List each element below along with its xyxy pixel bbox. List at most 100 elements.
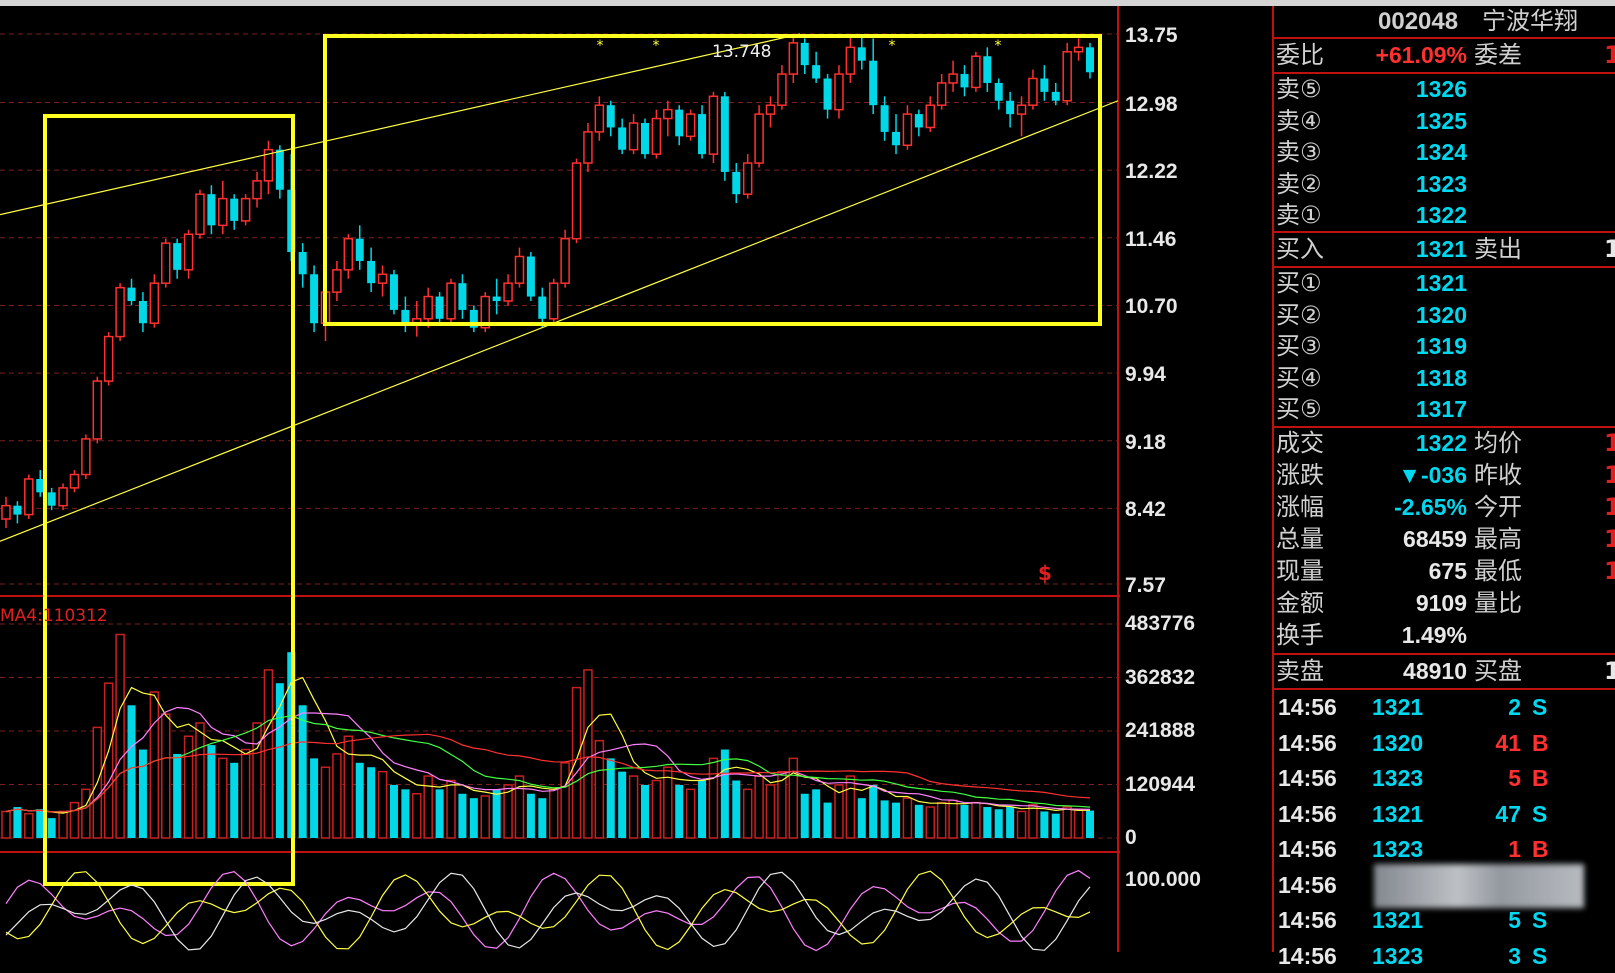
candle-body (869, 60, 878, 106)
volume-bar (332, 753, 342, 839)
candle-body (948, 73, 958, 84)
stock-name: 宁波华翔 (1482, 7, 1578, 35)
candle-body (606, 105, 615, 128)
volume-bar (685, 788, 696, 839)
candle-body (69, 473, 80, 489)
candle-body (503, 282, 513, 302)
tick-volume: 41 (1495, 729, 1521, 756)
indicator-line (5, 871, 1091, 951)
candle-body (1, 504, 11, 520)
volume-bar (1006, 807, 1015, 838)
ask-level-row-value: 1326 (1415, 76, 1467, 102)
stat-row-value2: 1 (1604, 429, 1615, 457)
candle-body (675, 109, 684, 137)
price-axis-label: 10.70 (1125, 295, 1178, 319)
candle-body (115, 286, 125, 338)
stat-row-value2: 1 (1604, 493, 1615, 521)
volume-bar (367, 767, 376, 838)
star-marker: * (653, 38, 660, 54)
separator (1274, 688, 1615, 690)
ask-level-row: 卖② 1323 (1274, 169, 1615, 200)
star-marker: * (889, 38, 896, 54)
candle-body (971, 55, 981, 89)
volume-bar (412, 793, 422, 839)
volume-bar (1040, 811, 1049, 838)
stat-row-label2: 昨收 (1474, 461, 1522, 489)
bid-level-row-label: 买② (1276, 300, 1322, 329)
stock-code: 002048 (1378, 8, 1459, 35)
candle-body (446, 282, 456, 320)
stat-row: 现量 675 最低 1 (1274, 556, 1615, 587)
candle-body (560, 237, 570, 284)
bid-level-row-label: 买① (1276, 269, 1322, 297)
volume-bar (971, 801, 981, 839)
price-axis-label: 12.98 (1125, 92, 1178, 116)
volume-bar (1073, 808, 1084, 839)
tick-time: 14:56 (1278, 836, 1337, 862)
candle-body (423, 295, 433, 320)
volume-bar (560, 762, 570, 839)
candle-body (173, 243, 182, 270)
candle-body (742, 162, 753, 195)
ask-level-row-label: 卖① (1276, 201, 1322, 229)
candle-body (685, 113, 696, 138)
candle-body (640, 122, 649, 155)
volume-bar (732, 780, 741, 838)
candle-body (298, 252, 307, 275)
tick-side: S (1532, 694, 1548, 720)
volume-bar (377, 770, 388, 839)
candle-body (594, 104, 605, 133)
tick-volume: 47 (1495, 800, 1521, 827)
candle-body (925, 104, 936, 129)
volume-bar (207, 745, 216, 838)
volume-bar (458, 793, 467, 838)
buy-disk-value: 19 (1604, 657, 1615, 685)
volume-bar (823, 802, 832, 838)
stat-row-value: 675 (1428, 558, 1467, 584)
volume-bar (355, 762, 364, 838)
candle-body (1051, 91, 1060, 101)
sell-out-label: 卖出 (1474, 235, 1522, 263)
volume-bar (869, 784, 878, 838)
price-axis-label: 7.57 (1125, 574, 1166, 597)
volume-bar (812, 789, 821, 838)
volume-bar (138, 749, 147, 838)
volume-bar (606, 758, 615, 838)
candle-body (183, 233, 194, 271)
volume-bar (503, 784, 513, 839)
sell-disk-value: 48910 (1403, 658, 1467, 684)
tick-row: 14:56 1323 1 B (1274, 832, 1615, 866)
candle-body (81, 438, 91, 476)
buy-in-row: 买入 1321 卖出 1 (1274, 234, 1615, 265)
ask-level-row-label: 卖③ (1276, 138, 1322, 166)
tick-price: 1323 (1372, 836, 1424, 862)
volume-bar (1086, 810, 1094, 838)
volume-bar (230, 762, 239, 838)
tick-row: 14:56 1320 41 B (1274, 726, 1615, 760)
candle-body (1006, 100, 1015, 115)
tick-side: B (1532, 729, 1549, 756)
price-axis-label: 9.18 (1125, 430, 1166, 454)
stat-row-value: 68459 (1403, 526, 1467, 552)
candle-body (663, 108, 673, 120)
volume-bar (594, 739, 605, 839)
kline-chart[interactable]: * * * * (0, 6, 1120, 952)
tick-time: 14:56 (1278, 907, 1337, 933)
tick-price: 1323 (1372, 942, 1424, 969)
volume-bar (514, 775, 525, 839)
volume-bar (754, 775, 764, 839)
bid-level-row: 买① 1321 (1274, 268, 1615, 299)
candle-body (1086, 47, 1094, 73)
volume-bar (310, 758, 319, 838)
tick-side: B (1532, 765, 1549, 791)
bid-level-row: 买② 1320 (1274, 300, 1615, 331)
candle-body (902, 113, 913, 146)
volume-bar (538, 798, 547, 838)
volume-bar (160, 713, 171, 839)
separator (1274, 426, 1615, 428)
volume-bar (845, 775, 856, 839)
candle-body (571, 162, 582, 240)
tick-volume: 1 (1508, 836, 1521, 862)
volume-bar (914, 804, 923, 838)
kline-chart-area[interactable]: * * * * 13.748 MA4:110312 $ (0, 6, 1120, 952)
